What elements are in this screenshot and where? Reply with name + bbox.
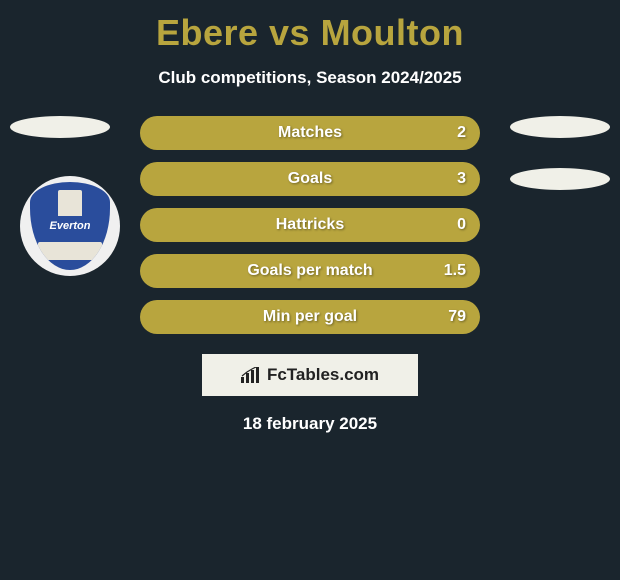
player-placeholder-right-2 xyxy=(510,168,610,190)
stat-row-hattricks: Hattricks 0 xyxy=(140,208,480,242)
stat-value: 79 xyxy=(448,308,466,326)
content-area: Everton Matches 2 Goals 3 Hattricks 0 Go… xyxy=(0,116,620,434)
subtitle: Club competitions, Season 2024/2025 xyxy=(0,68,620,88)
stat-row-goals: Goals 3 xyxy=(140,162,480,196)
stat-value: 1.5 xyxy=(444,262,466,280)
stat-value: 2 xyxy=(457,124,466,142)
stat-value: 3 xyxy=(457,170,466,188)
stat-row-goals-per-match: Goals per match 1.5 xyxy=(140,254,480,288)
stat-value: 0 xyxy=(457,216,466,234)
stat-label: Goals per match xyxy=(247,262,372,280)
crest-shield-icon: Everton xyxy=(30,182,110,270)
chart-icon xyxy=(241,367,261,383)
footer-date: 18 february 2025 xyxy=(0,414,620,434)
brand-box[interactable]: FcTables.com xyxy=(202,354,418,396)
page-title: Ebere vs Moulton xyxy=(0,0,620,54)
stat-label: Goals xyxy=(288,170,332,188)
stat-label: Hattricks xyxy=(276,216,344,234)
stat-row-min-per-goal: Min per goal 79 xyxy=(140,300,480,334)
crest-tower-icon xyxy=(58,190,82,216)
stat-label: Matches xyxy=(278,124,342,142)
crest-label: Everton xyxy=(30,220,110,232)
stat-label: Min per goal xyxy=(263,308,357,326)
player-placeholder-right-1 xyxy=(510,116,610,138)
brand-text: FcTables.com xyxy=(267,365,379,385)
club-crest: Everton xyxy=(20,176,120,276)
player-placeholder-left xyxy=(10,116,110,138)
stat-rows: Matches 2 Goals 3 Hattricks 0 Goals per … xyxy=(140,116,480,334)
stat-row-matches: Matches 2 xyxy=(140,116,480,150)
crest-ribbon-icon xyxy=(38,242,102,260)
